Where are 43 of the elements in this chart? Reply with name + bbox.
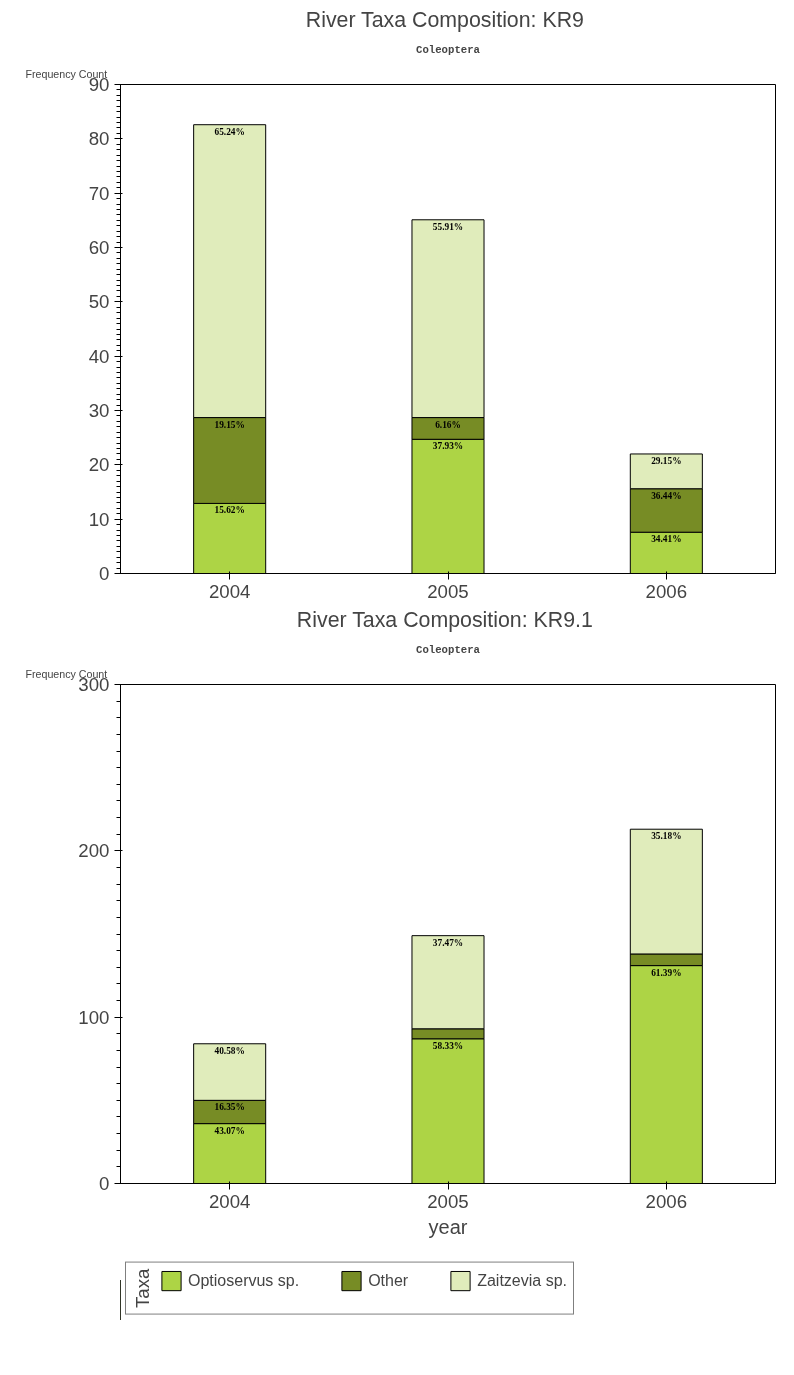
annotation: 34.41%	[651, 534, 682, 545]
legend-label: Optioservus sp.	[188, 1271, 300, 1290]
annotation: 37.47%	[432, 937, 464, 948]
annotation: 40.58%	[214, 1045, 245, 1056]
annotation: 37.93%	[432, 441, 464, 452]
annotation: 16.35%	[214, 1102, 245, 1113]
annotation: 43.07%	[214, 1125, 245, 1136]
y-tick-label: 30	[88, 400, 110, 421]
x-tick-label: 2005	[427, 580, 469, 602]
annotation: 15.62%	[214, 505, 245, 516]
annotation: 61.39%	[651, 967, 682, 978]
legend-label: Zaitzevia sp.	[477, 1271, 567, 1290]
x-tick-label: 2004	[208, 580, 251, 602]
legend-label: Other	[368, 1271, 409, 1290]
annotation: 19.15%	[214, 419, 245, 430]
y-tick-label: 20	[88, 454, 110, 476]
x-tick-label: 2005	[427, 1190, 469, 1212]
chart-title: River Taxa Composition: KR9.1	[296, 607, 593, 632]
y-tick-label: 40	[88, 345, 110, 367]
y-tick-label: 10	[88, 508, 110, 530]
annotation: 65.24%	[214, 126, 245, 137]
annotation: 6.16%	[435, 419, 461, 430]
y-tick-label: 100	[78, 1006, 110, 1028]
annotation: 55.91%	[432, 221, 464, 232]
annotation: 36.44%	[651, 490, 682, 501]
y-tick-label: 80	[88, 128, 110, 150]
chart-subtitle: Coleoptera	[416, 643, 481, 656]
annotation: 58.33%	[432, 1040, 464, 1051]
chart-subtitle: Coleoptera	[416, 43, 481, 56]
x-tick-label: 2006	[645, 1190, 688, 1212]
y-tick-label: 60	[88, 237, 110, 258]
chart-title: River Taxa Composition: KR9	[305, 7, 584, 32]
y-tick-label: 200	[78, 840, 110, 862]
annotation: 29.15%	[651, 455, 682, 466]
legend-title: Taxa	[132, 1268, 154, 1308]
y-tick-label: 50	[88, 291, 110, 313]
y-tick-label: 0	[99, 1173, 110, 1194]
annotation: 35.18%	[651, 831, 682, 842]
y-tick-label: 70	[88, 182, 110, 204]
x-axis-title: year	[428, 1215, 468, 1238]
x-tick-label: 2006	[645, 580, 688, 602]
y-tick-label: 0	[99, 563, 110, 584]
x-tick-label: 2004	[208, 1190, 251, 1212]
